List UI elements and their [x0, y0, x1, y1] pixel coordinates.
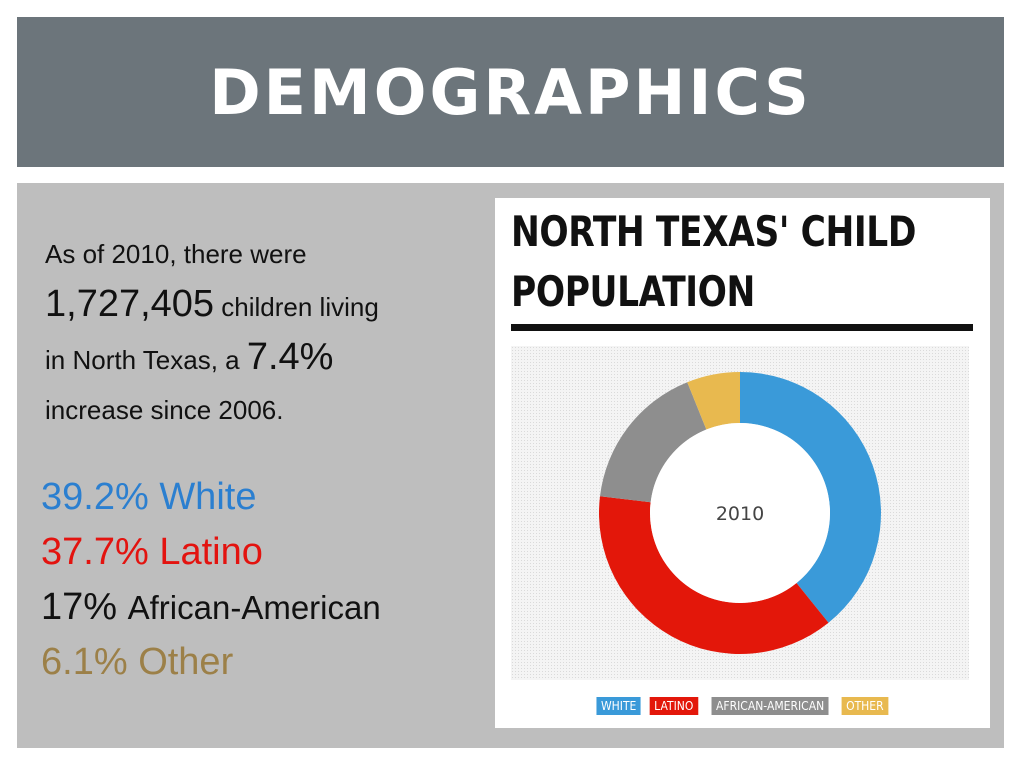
intro-line-1: As of 2010, there were — [45, 239, 307, 269]
chart-title-line-1: NORTH TEXAS' CHILD — [511, 207, 917, 256]
intro-pct-prefix: in North Texas, a — [45, 345, 247, 375]
chart-legend: WHITE LATINO AFRICAN-AMERICAN OTHER — [495, 697, 990, 715]
donut-slice-other — [687, 372, 740, 430]
stat-value: 6.1% — [41, 641, 128, 683]
slide-header: DEMOGRAPHICS — [17, 17, 1004, 167]
title-rule — [511, 324, 973, 331]
chart-card: NORTH TEXAS' CHILD POPULATION 2010 WHITE… — [495, 198, 990, 728]
chart-title: NORTH TEXAS' CHILD POPULATION — [511, 202, 916, 322]
donut-hole — [650, 423, 830, 603]
stat-african-american: 17% African-American — [41, 580, 381, 635]
legend-item-african-american: AFRICAN-AMERICAN — [711, 697, 829, 715]
stat-value: 37.7% — [41, 531, 149, 573]
donut-chart: 2010 — [599, 372, 881, 654]
stat-label: White — [159, 476, 257, 518]
stat-value: 17% — [41, 586, 118, 628]
donut-slice-white — [740, 372, 881, 623]
stat-label: Other — [138, 641, 234, 683]
donut-slice-latino — [599, 496, 829, 654]
legend-item-latino: LATINO — [650, 697, 699, 715]
intro-line-4: increase since 2006. — [45, 395, 284, 425]
child-count: 1,727,405 — [45, 283, 215, 325]
stat-label: African-American — [127, 589, 381, 626]
stat-value: 39.2% — [41, 476, 149, 518]
donut-slice-african-american — [600, 382, 707, 503]
legend-item-white: WHITE — [596, 697, 641, 715]
intro-count-suffix: children living — [214, 292, 379, 322]
intro-paragraph: As of 2010, there were 1,727,405 childre… — [45, 229, 485, 435]
stat-white: 39.2% White — [41, 470, 381, 525]
donut-center-label: 2010 — [716, 503, 764, 525]
slide-title: DEMOGRAPHICS — [209, 55, 812, 129]
stat-other: 6.1% Other — [41, 635, 381, 690]
stats-list: 39.2% White 37.7% Latino 17% African-Ame… — [41, 470, 381, 690]
increase-percent: 7.4% — [246, 336, 334, 378]
stat-latino: 37.7% Latino — [41, 525, 381, 580]
stat-label: Latino — [159, 531, 263, 573]
legend-item-other: OTHER — [841, 697, 889, 715]
chart-title-line-2: POPULATION — [511, 267, 755, 316]
